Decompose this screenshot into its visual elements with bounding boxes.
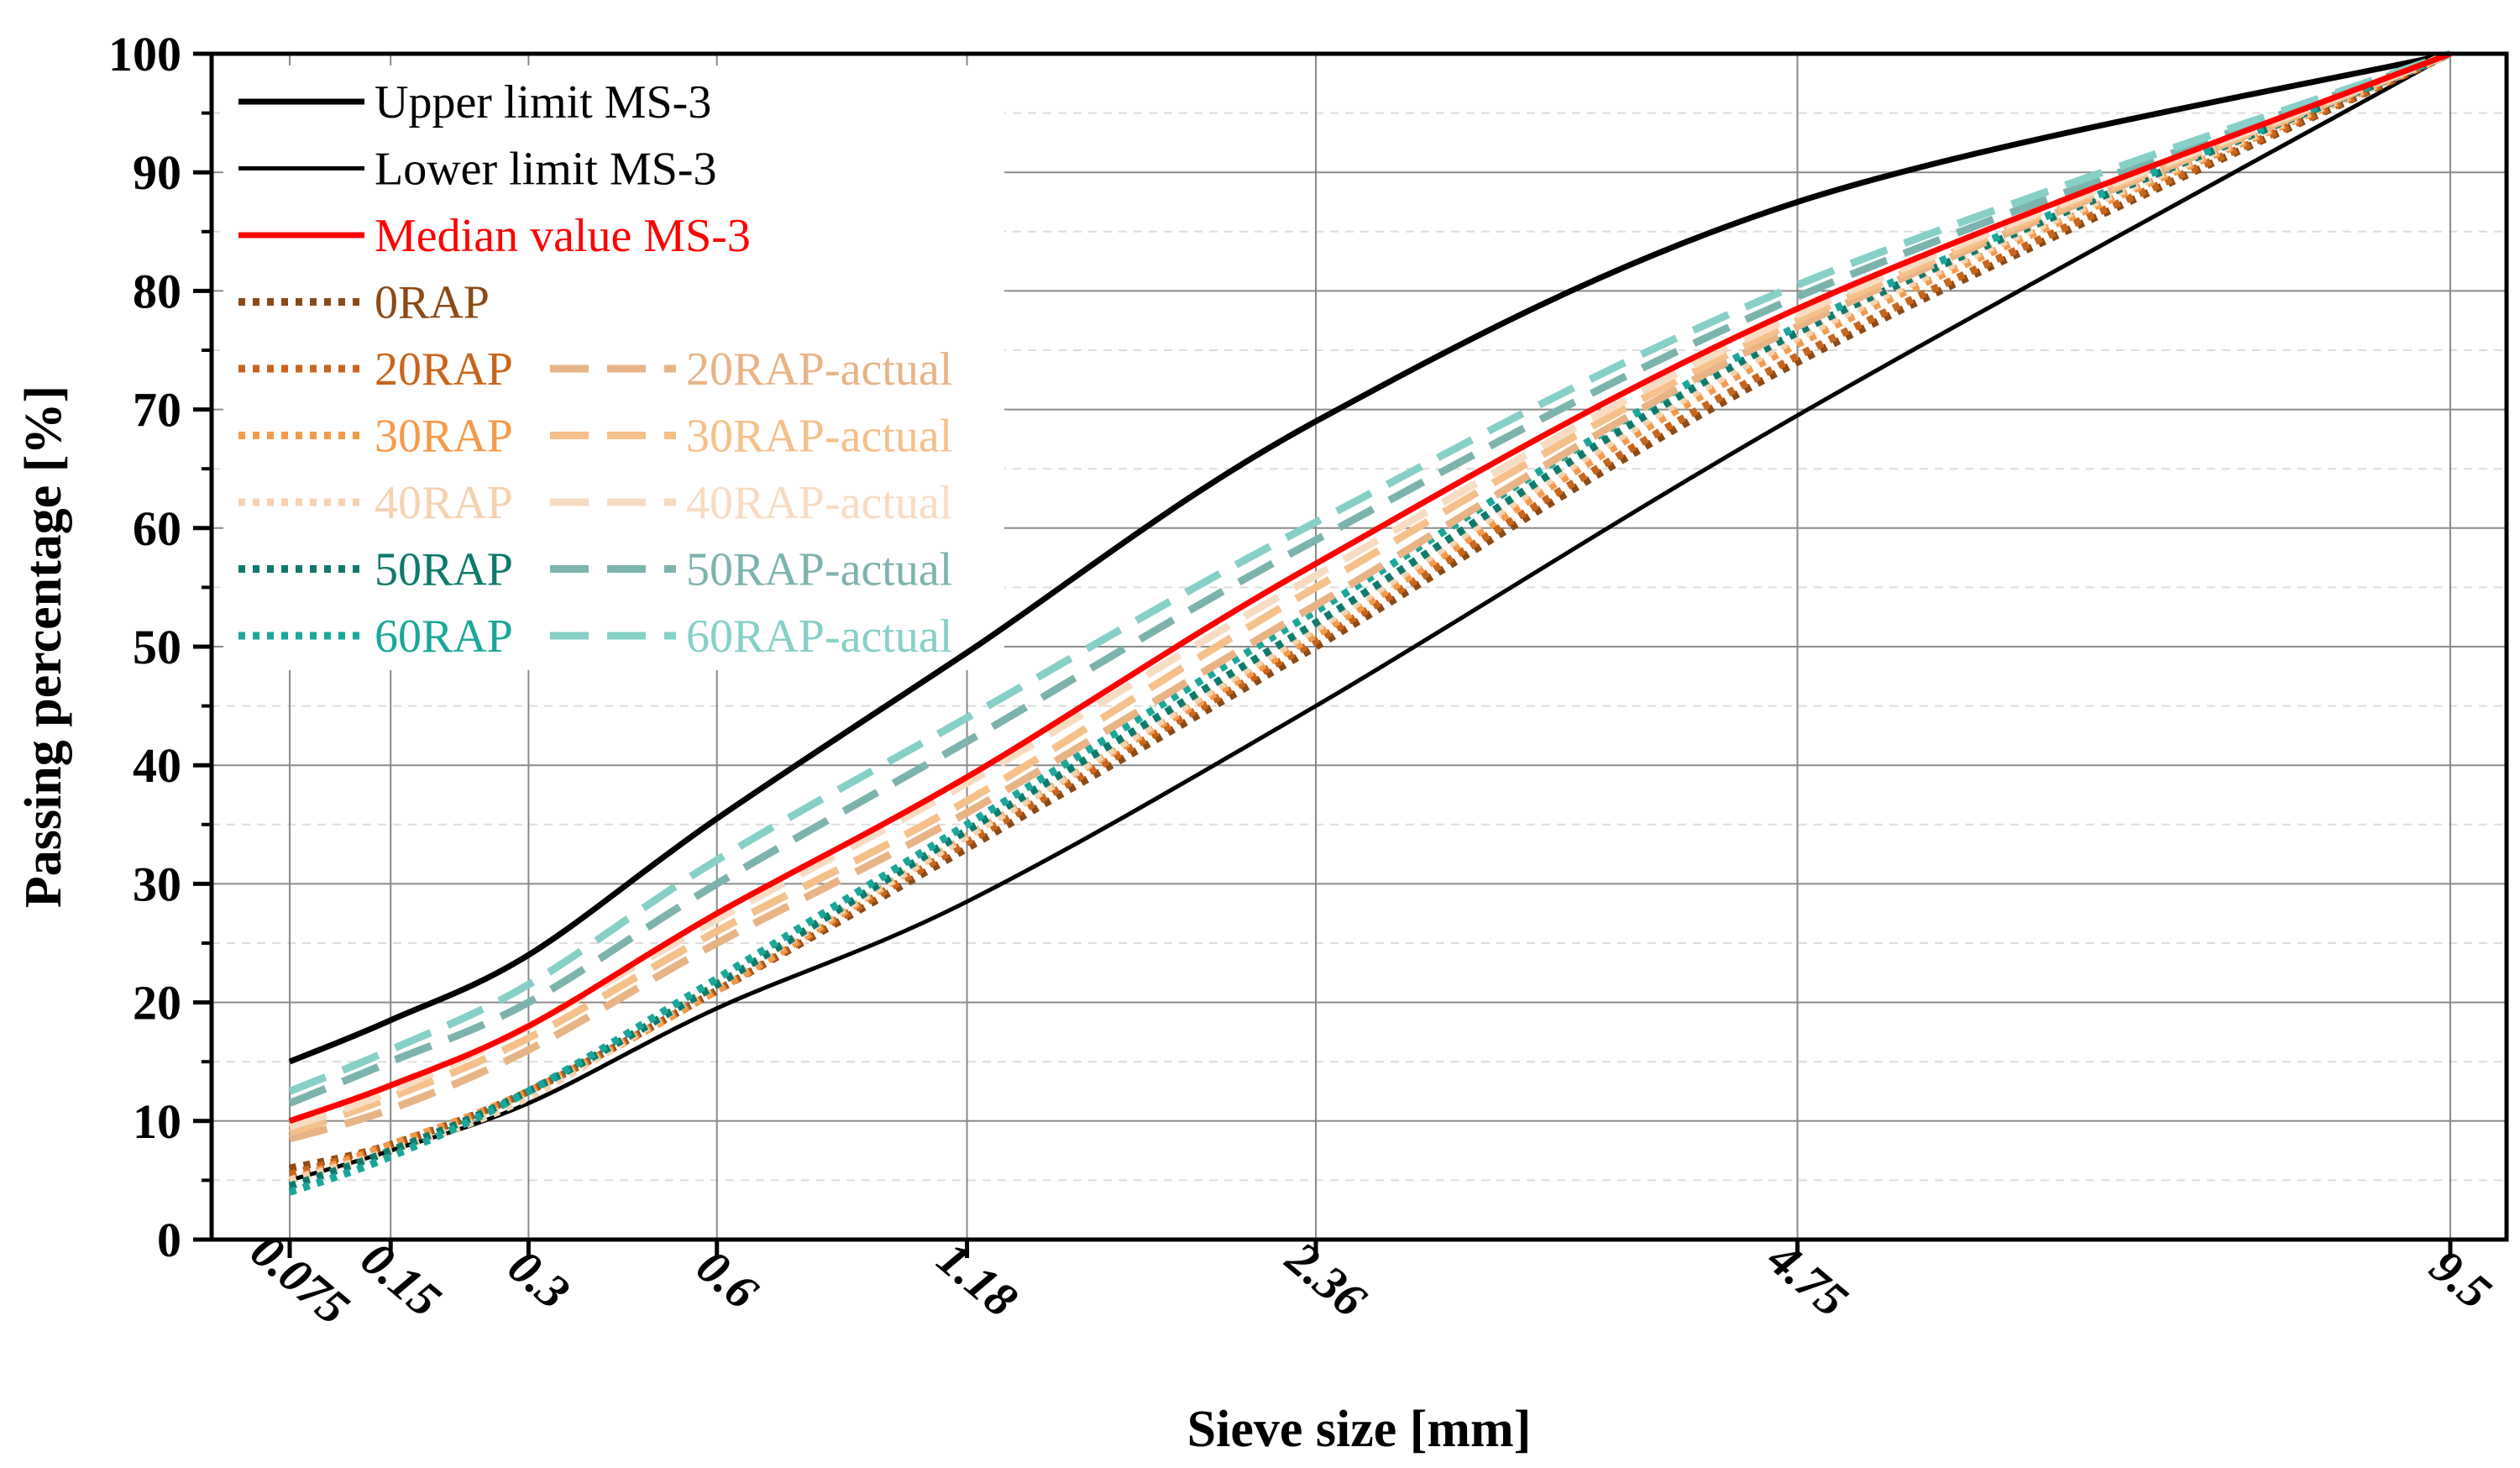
legend-label: Median value MS-3 [375,210,751,262]
series-line-0rap [288,50,2452,1172]
legend-label: 30RAP-actual [686,411,952,463]
legend-label: 30RAP [375,411,513,463]
legend: Upper limit MS-3 Lower limit MS-3 Median v… [238,76,952,663]
legend-label: 40RAP [375,477,513,529]
legend-label: 50RAP [375,544,513,596]
y-axis-title: Passing percentage [%] [15,385,72,908]
plot-frame [209,51,2509,1242]
y-tick-label: 100 [108,27,181,81]
y-tick-label: 20 [133,976,181,1030]
series-line-60rap [288,50,2452,1196]
y-tick-label: 10 [133,1094,181,1149]
x-axis-title: Sieve size [mm] [1187,1401,1532,1458]
y-tick-label: 70 [133,383,181,438]
y-tick-label: 80 [133,264,181,318]
series-line-upper-limit-ms-3 [288,50,2451,1065]
series-line-60rap-actual [288,50,2452,1095]
legend-label: 40RAP-actual [686,477,952,529]
legend-label: 20RAP [375,343,513,396]
legend-label: Upper limit MS-3 [375,76,711,128]
y-tick-label: 40 [133,738,181,793]
series-line-median-value-ms-3 [288,50,2452,1125]
legend-label: 60RAP-actual [686,611,952,663]
y-tick-label: 90 [133,145,181,200]
legend-label: Lower limit MS-3 [375,144,717,196]
series-line-40rap [288,50,2452,1184]
series-line-lower-limit-ms-3 [289,51,2452,1182]
y-tick-label: 0 [157,1213,181,1267]
y-tick-label: 30 [133,857,181,911]
y-tick-labels: 0 10 20 30 40 50 60 70 80 90 100 [108,27,181,1267]
series-lines [288,50,2452,1196]
axes [193,51,2509,1258]
legend-label: 20RAP-actual [686,343,952,396]
series-line-50rap-actual [288,50,2452,1107]
legend-label: 50RAP-actual [686,544,952,596]
y-tick-label: 60 [133,501,181,556]
series-line-20rap-actual [288,50,2452,1143]
series-line-30rap [288,50,2452,1184]
legend-label: 0RAP [375,277,490,329]
y-tick-label: 50 [133,620,181,674]
legend-label: 60RAP [375,611,513,663]
